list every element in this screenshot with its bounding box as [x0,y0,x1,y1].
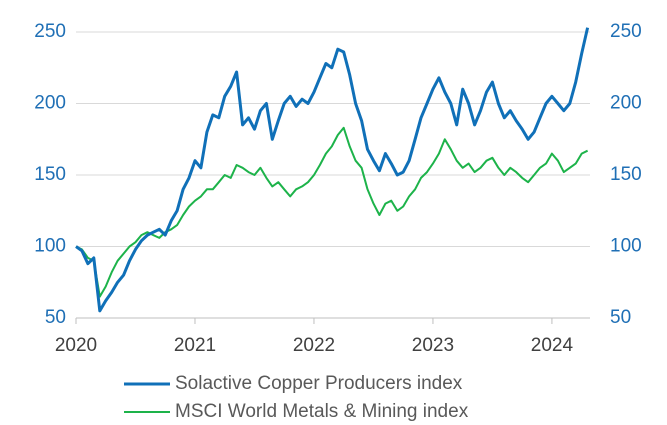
y-tick-label: 200 [34,93,66,114]
x-tick-label: 2023 [412,335,454,356]
y2-tick-label: 50 [610,307,631,328]
legend-label: MSCI World Metals & Mining index [175,401,469,422]
x-tick-label: 2021 [174,335,216,356]
series-line [75,126,589,298]
y-tick-label: 250 [34,21,66,42]
legend-label: Solactive Copper Producers index [175,373,463,394]
y-tick-label: 50 [45,307,66,328]
y-tick-label: 100 [34,236,66,257]
y2-tick-label: 150 [610,164,642,185]
x-tick-label: 2024 [531,335,574,356]
series-line [75,27,590,313]
y2-tick-label: 250 [610,21,642,42]
y-tick-label: 150 [34,164,66,185]
y2-tick-label: 200 [610,93,642,114]
x-tick-label: 2020 [55,335,97,356]
x-tick-label: 2022 [293,335,335,356]
y2-tick-label: 100 [610,236,642,257]
